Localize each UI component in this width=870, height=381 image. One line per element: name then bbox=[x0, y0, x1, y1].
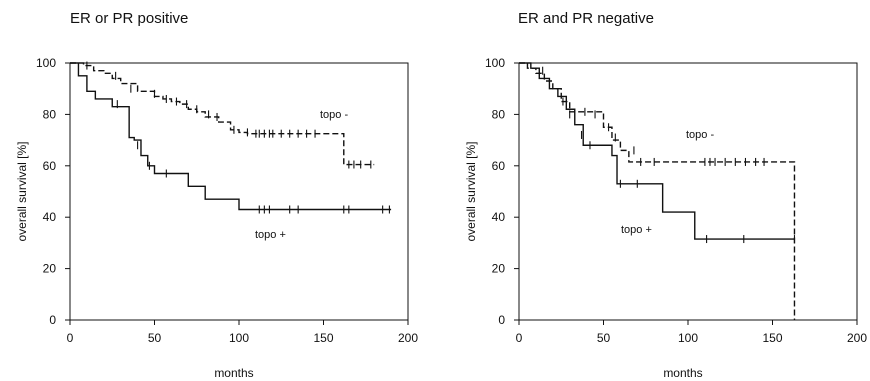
x-tick-label: 150 bbox=[313, 331, 333, 345]
survival-curve-topo-negative bbox=[519, 62, 796, 320]
x-tick-label: 200 bbox=[398, 331, 418, 345]
curve-label: topo + bbox=[621, 224, 652, 236]
curve-label: topo - bbox=[686, 129, 714, 141]
y-tick-label: 80 bbox=[492, 107, 506, 121]
y-tick-label: 100 bbox=[36, 56, 56, 70]
x-tick-label: 150 bbox=[762, 331, 782, 345]
plot-frame bbox=[69, 62, 409, 321]
y-tick-label: 100 bbox=[485, 56, 505, 70]
y-axis-label: overall survival [%] bbox=[15, 141, 29, 241]
chart-title: ER or PR positive bbox=[70, 10, 188, 27]
y-tick-label: 0 bbox=[498, 313, 505, 327]
survival-curve-topo-positive bbox=[70, 62, 392, 211]
chart-title: ER and PR negative bbox=[518, 10, 654, 27]
y-tick-label: 40 bbox=[43, 210, 57, 224]
plot-frame bbox=[518, 62, 858, 321]
x-tick-label: 50 bbox=[148, 331, 162, 345]
y-tick-label: 40 bbox=[492, 210, 506, 224]
y-tick-label: 80 bbox=[43, 107, 57, 121]
y-tick-label: 60 bbox=[492, 159, 506, 173]
x-axis-label: months bbox=[214, 366, 253, 380]
y-tick-label: 0 bbox=[49, 313, 56, 327]
x-tick-label: 0 bbox=[67, 331, 74, 345]
x-tick-label: 100 bbox=[229, 331, 249, 345]
x-tick-label: 50 bbox=[597, 331, 611, 345]
curve-label: topo + bbox=[255, 229, 286, 241]
x-tick-label: 200 bbox=[847, 331, 867, 345]
y-tick-label: 20 bbox=[492, 262, 506, 276]
y-axis-label: overall survival [%] bbox=[464, 141, 478, 241]
y-tick-label: 60 bbox=[43, 159, 57, 173]
survival-curve-topo-positive bbox=[519, 62, 795, 240]
y-tick-label: 20 bbox=[43, 262, 57, 276]
x-tick-label: 0 bbox=[516, 331, 523, 345]
x-tick-label: 100 bbox=[678, 331, 698, 345]
x-axis-label: months bbox=[663, 366, 702, 380]
curve-label: topo - bbox=[320, 109, 348, 121]
survival-curve-topo-negative bbox=[70, 62, 375, 166]
